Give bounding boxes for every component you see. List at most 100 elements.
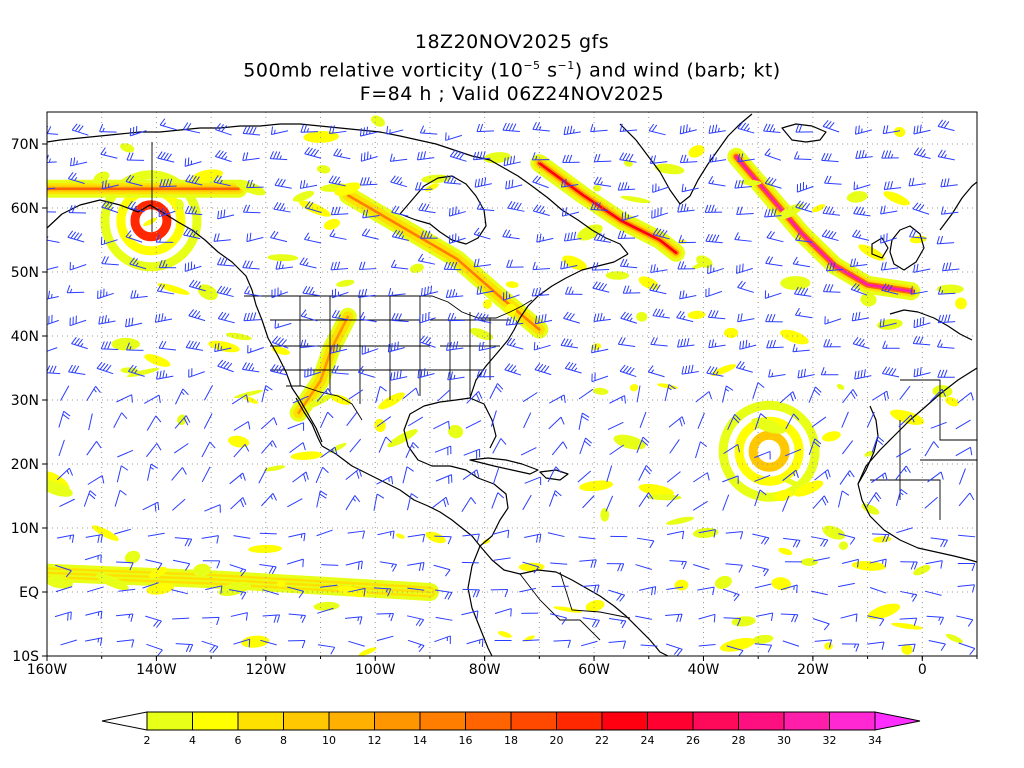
barb-flag (628, 153, 634, 162)
barb-staff (524, 533, 541, 538)
barb-staff (465, 420, 482, 429)
barb-flag (617, 563, 622, 572)
wind-barb (345, 616, 363, 625)
wind-barb (182, 122, 201, 134)
barb-flag (105, 364, 112, 372)
barb-staff (900, 590, 917, 596)
wind-barb (955, 419, 971, 430)
barb-staff (174, 415, 187, 429)
barb-flag (245, 126, 251, 134)
barb-staff (850, 264, 868, 268)
lon-label: 160W (27, 662, 68, 678)
barb-flag (885, 534, 890, 543)
barb-flag (505, 229, 511, 238)
barb-flag (943, 178, 947, 187)
wind-barb (129, 257, 147, 270)
wind-barb (523, 412, 532, 429)
barb-flag (858, 150, 862, 159)
barb-flag (714, 208, 717, 213)
barb-flag (766, 340, 770, 349)
barb-staff (958, 468, 966, 485)
wind-barb (502, 291, 520, 301)
wind-barb (116, 561, 134, 571)
wind-barb (795, 232, 813, 243)
wind-barb (472, 151, 491, 161)
barb-flag (854, 371, 857, 380)
barb-flag (919, 336, 924, 345)
barb-flag (909, 229, 914, 238)
barb-flag (599, 312, 603, 321)
barb-flag (769, 340, 773, 348)
wind-barb (100, 147, 118, 159)
barb-flag (302, 559, 304, 568)
barb-staff (695, 391, 710, 403)
barb-staff (522, 561, 539, 568)
barb-flag (251, 367, 255, 372)
wind-barb (763, 123, 781, 133)
vorticity-blob (193, 563, 211, 577)
colorbar-label: 28 (732, 734, 746, 747)
barb-flag (363, 177, 367, 186)
barb-staff (606, 465, 613, 482)
colorbar-label: 24 (641, 734, 655, 747)
barb-flag (676, 649, 683, 656)
barb-flag (971, 584, 975, 593)
barb-flag (841, 490, 850, 496)
barb-flag (268, 566, 274, 574)
barb-flag (359, 128, 362, 137)
barb-flag (766, 230, 772, 238)
wind-barb (866, 411, 875, 428)
wind-barb (99, 123, 117, 133)
wind-barb (669, 560, 687, 570)
wind-barb (679, 124, 697, 135)
barb-flag (481, 638, 484, 647)
barb-flag (160, 152, 166, 160)
wind-barb (532, 261, 550, 271)
barb-staff (68, 178, 85, 184)
vorticity-blob (482, 299, 492, 309)
barb-flag (590, 201, 595, 210)
barb-staff (359, 318, 377, 323)
barb-staff (390, 376, 408, 381)
vorticity-blob (890, 409, 925, 425)
barb-flag (737, 153, 741, 162)
vorticity-blob (771, 577, 792, 591)
wind-barb (215, 123, 232, 136)
barb-staff (852, 235, 870, 241)
barb-flag (707, 472, 710, 481)
barb-flag (445, 497, 449, 506)
barb-flag (419, 335, 425, 343)
barb-flag (858, 125, 860, 134)
wind-barb (242, 362, 260, 373)
barb-flag (223, 209, 226, 218)
barb-staff (547, 532, 565, 538)
barb-staff (231, 394, 247, 405)
barb-flag (508, 233, 512, 238)
wind-barb (289, 442, 306, 454)
barb-flag (217, 210, 220, 219)
barb-flag (570, 363, 577, 371)
barb-staff (375, 386, 381, 403)
vorticity-blob (192, 169, 224, 182)
wind-barb (622, 285, 641, 294)
barb-staff (491, 492, 499, 509)
barb-staff (172, 498, 186, 511)
barb-flag (249, 232, 252, 241)
barb-flag (301, 640, 306, 649)
barb-flag (449, 342, 452, 351)
barb-staff (85, 534, 103, 538)
barb-flag (449, 149, 456, 157)
barb-staff (882, 373, 900, 378)
barb-flag (62, 413, 70, 420)
wind-barb (562, 154, 580, 164)
wind-barb (647, 365, 665, 378)
barb-flag (319, 493, 327, 499)
barb-flag (623, 234, 627, 239)
barb-staff (924, 590, 942, 596)
wind-barb (532, 121, 550, 132)
barb-flag (390, 259, 396, 268)
barb-flag (717, 127, 720, 132)
wind-barb (872, 390, 889, 401)
wind-barb (532, 175, 549, 189)
barb-flag (477, 178, 480, 187)
